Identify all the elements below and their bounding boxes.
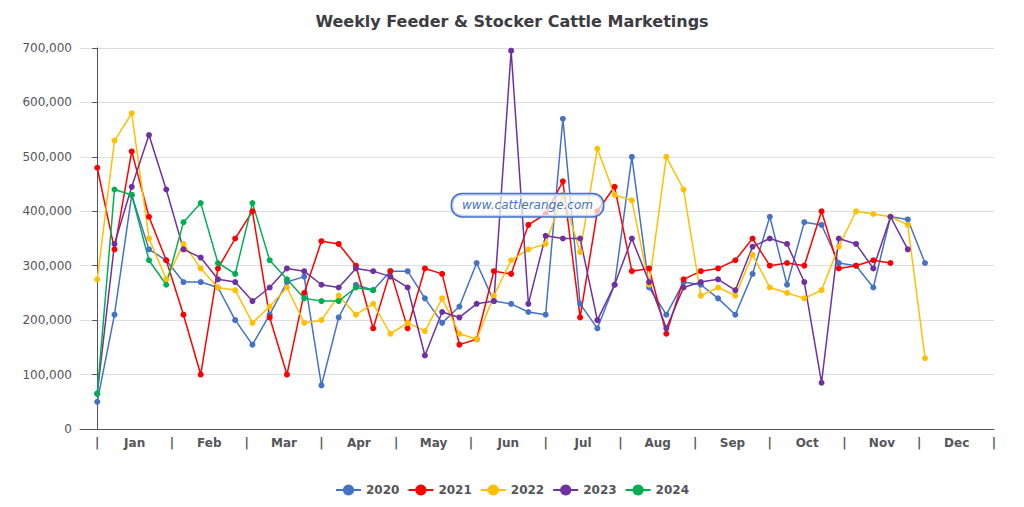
svg-text:www.cattlerange.com: www.cattlerange.com — [462, 198, 593, 212]
svg-text:Jul: Jul — [573, 436, 591, 450]
svg-text:700,000: 700,000 — [22, 41, 72, 55]
svg-text:|: | — [170, 436, 174, 450]
svg-text:|: | — [245, 436, 249, 450]
svg-text:200,000: 200,000 — [22, 313, 72, 327]
svg-text:|: | — [469, 436, 473, 450]
svg-text:Jan: Jan — [123, 436, 145, 450]
svg-text:400,000: 400,000 — [22, 204, 72, 218]
svg-text:2024: 2024 — [656, 483, 689, 497]
svg-text:|: | — [95, 436, 99, 450]
svg-text:0: 0 — [64, 422, 72, 436]
svg-text:2023: 2023 — [583, 483, 616, 497]
svg-text:|: | — [543, 436, 547, 450]
svg-text:Jun: Jun — [496, 436, 519, 450]
svg-text:|: | — [693, 436, 697, 450]
svg-text:|: | — [842, 436, 846, 450]
svg-text:Mar: Mar — [271, 436, 297, 450]
svg-text:2021: 2021 — [438, 483, 471, 497]
svg-text:|: | — [992, 436, 996, 450]
svg-text:2020: 2020 — [366, 483, 399, 497]
svg-text:Weekly Feeder & Stocker Cattle: Weekly Feeder & Stocker Cattle Marketing… — [315, 12, 708, 31]
svg-text:Dec: Dec — [944, 436, 969, 450]
svg-text:Oct: Oct — [796, 436, 819, 450]
svg-text:500,000: 500,000 — [22, 150, 72, 164]
svg-text:Sep: Sep — [720, 436, 746, 450]
svg-text:Feb: Feb — [197, 436, 222, 450]
svg-text:Aug: Aug — [645, 436, 671, 450]
svg-text:300,000: 300,000 — [22, 259, 72, 273]
svg-text:2022: 2022 — [511, 483, 544, 497]
svg-text:Nov: Nov — [869, 436, 895, 450]
svg-text:|: | — [319, 436, 323, 450]
svg-text:|: | — [917, 436, 921, 450]
svg-text:|: | — [618, 436, 622, 450]
svg-text:May: May — [420, 436, 448, 450]
svg-text:|: | — [768, 436, 772, 450]
svg-text:600,000: 600,000 — [22, 95, 72, 109]
svg-text:|: | — [394, 436, 398, 450]
svg-text:Apr: Apr — [347, 436, 371, 450]
svg-text:100,000: 100,000 — [22, 368, 72, 382]
